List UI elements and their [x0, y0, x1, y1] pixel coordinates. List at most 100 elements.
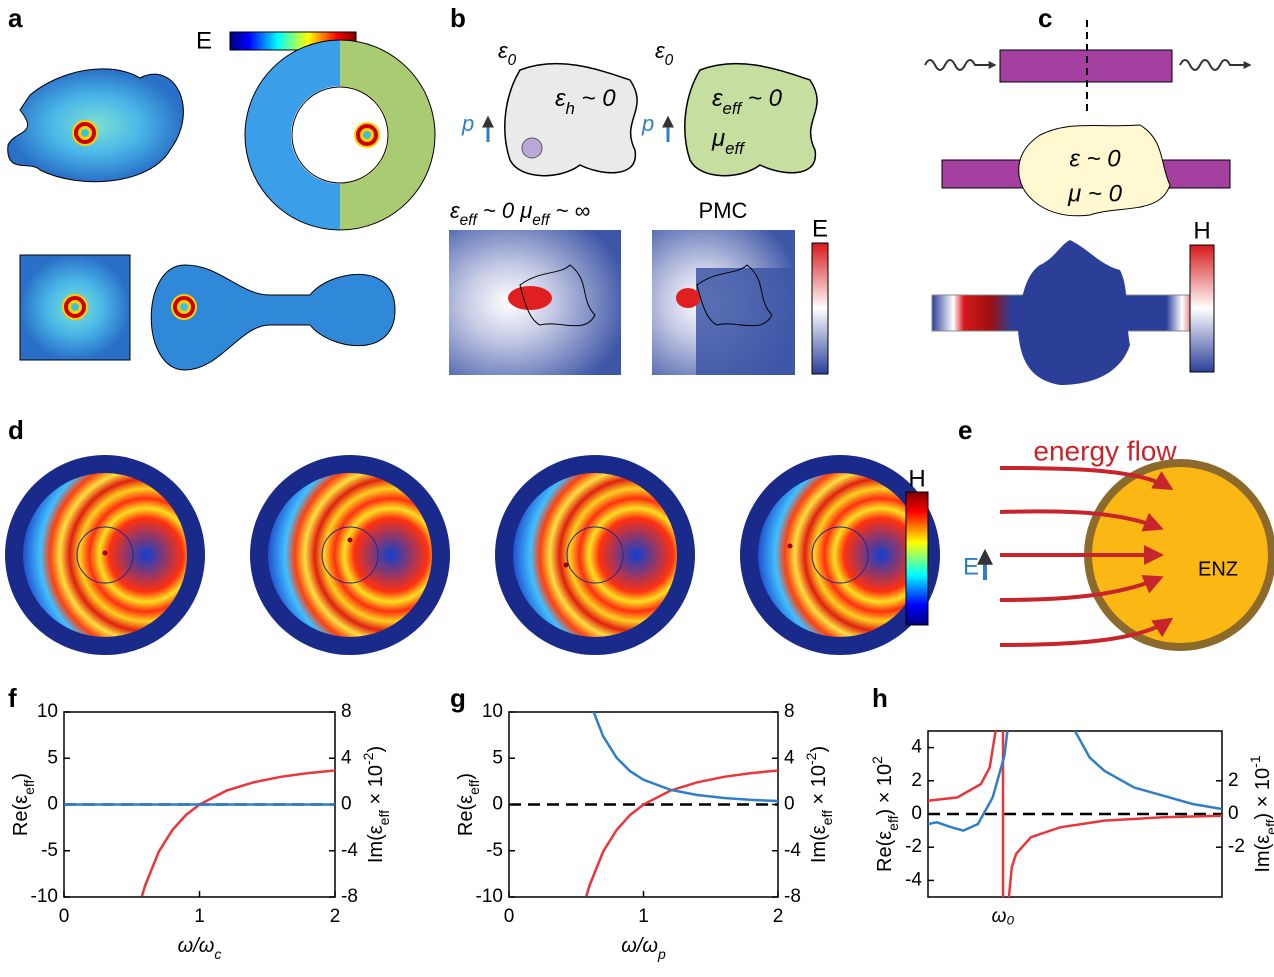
- panel-label: g: [450, 683, 466, 713]
- text-part: ε: [655, 38, 665, 63]
- y2-tick-label: -4: [784, 840, 801, 861]
- text-part: ~ 0: [741, 85, 782, 112]
- text: PMC: [699, 198, 748, 223]
- text-part: eff: [21, 779, 37, 794]
- text-part: eff: [819, 810, 835, 825]
- inclusion: [522, 138, 542, 158]
- text: ε0: [498, 38, 517, 69]
- y-axis-label: Re(εeff) × 102: [869, 756, 901, 872]
- panel-label: h: [872, 683, 888, 713]
- x-tick-label: 2: [330, 906, 341, 927]
- data-line: [142, 771, 335, 897]
- y2-axis-label: Im(εeff × 10-2): [803, 746, 835, 863]
- colorbar: [812, 243, 828, 374]
- chart: f-10-50510-8-4048012ω/ωcRe(εeff)Im(εeff …: [8, 683, 392, 962]
- x-tick-label: 1: [638, 906, 649, 927]
- text-part: ε: [450, 198, 460, 223]
- data-line: [586, 771, 778, 897]
- effective-shape: [685, 64, 817, 176]
- text-part: c: [214, 946, 221, 962]
- y-tick-label: -10: [476, 886, 503, 907]
- y-tick-label: -4: [905, 869, 922, 890]
- text-part: Re(ε: [874, 831, 896, 872]
- x-axis-label: ω/ωp: [621, 935, 666, 961]
- y2-tick-label: -8: [341, 886, 358, 907]
- text: p: [461, 111, 474, 136]
- field-region: [696, 268, 795, 375]
- figure: a E b ε0 εh ~ 0 p ε0 εeff ~ 0 μeff p εef…: [0, 0, 1274, 972]
- text-part: × 10: [365, 765, 387, 810]
- y2-tick-label: -8: [784, 886, 801, 907]
- y2-tick-label: 0: [784, 794, 795, 815]
- colorbar-label: H: [908, 465, 925, 492]
- field-map: [250, 455, 450, 655]
- text-part: ω/ω: [621, 935, 658, 957]
- host-shape: [505, 64, 637, 176]
- text-part: Im(ε: [365, 825, 387, 863]
- text-part: ε: [712, 85, 723, 112]
- chart: h-4-2024-202ω₀Re(εeff) × 102Im(εeff) × 1…: [869, 683, 1274, 927]
- text: energy flow: [1033, 435, 1177, 466]
- text-part: Im(ε: [808, 825, 830, 863]
- text-part: eff: [460, 212, 479, 229]
- field-map: [5, 455, 205, 655]
- text: μ ~ 0: [1067, 180, 1123, 207]
- field-region: [1018, 240, 1130, 385]
- x-tick-label: 2: [773, 906, 784, 927]
- field-hotspot: [676, 288, 700, 308]
- y-tick-label: 5: [492, 747, 503, 768]
- y-tick-label: -10: [31, 886, 58, 907]
- panel-label: c: [1038, 3, 1052, 33]
- source-ring: [72, 120, 98, 146]
- text-part: eff: [466, 779, 482, 794]
- text-part: eff: [532, 212, 551, 229]
- y2-tick-label: -2: [1228, 836, 1245, 857]
- y-tick-label: -5: [41, 840, 58, 861]
- x-tick-label: 0: [59, 906, 70, 927]
- y-axis-label: Re(εeff): [455, 773, 481, 836]
- y2-tick-label: 2: [1228, 770, 1239, 791]
- text-part: h: [566, 99, 575, 118]
- field-map: [495, 455, 695, 655]
- text-part: ω/ω: [178, 935, 215, 957]
- text-part: 0: [508, 52, 517, 69]
- data-line: [594, 712, 778, 801]
- text-part: eff: [885, 815, 901, 830]
- text-part: ) × 10: [1252, 768, 1274, 820]
- text-part: ~ 0 μ: [477, 198, 532, 223]
- y2-tick-label: 0: [341, 794, 352, 815]
- text-part: × 10: [808, 765, 830, 810]
- colorbar-label: H: [1193, 217, 1210, 244]
- colorbar-label: E: [196, 27, 212, 54]
- wave-out: [1180, 60, 1250, 70]
- y2-tick-label: 8: [341, 701, 352, 722]
- panel-label: f: [8, 683, 17, 713]
- y2-axis-label: Im(εeff × 10-2): [360, 746, 392, 863]
- text: p: [641, 111, 654, 136]
- text: E: [963, 553, 979, 580]
- text: ε0: [655, 38, 674, 69]
- text-part: ) × 10: [874, 764, 896, 816]
- text: ε ~ 0: [1069, 145, 1121, 172]
- y2-tick-label: 4: [784, 747, 795, 768]
- text-part: ε: [498, 38, 508, 63]
- x-axis-label: ω/ωc: [178, 935, 222, 961]
- text-part: 2: [869, 756, 885, 764]
- y-tick-label: -5: [486, 840, 503, 861]
- source-ring: [171, 294, 197, 320]
- source-ring: [354, 122, 380, 148]
- y-tick-label: 0: [492, 794, 503, 815]
- panel-label: b: [450, 3, 466, 33]
- text-part: eff: [1263, 819, 1274, 834]
- text-part: -2: [360, 752, 376, 765]
- y-tick-label: 2: [911, 770, 922, 791]
- text-part: ): [455, 773, 477, 780]
- text-part: Re(ε: [10, 795, 32, 836]
- text: εeff ~ 0 μeff ~ ∞: [450, 198, 590, 229]
- text-part: ): [365, 746, 387, 753]
- field-hotspot: [508, 286, 552, 310]
- colorbar: [1190, 245, 1214, 372]
- text: ENZ: [1198, 558, 1238, 580]
- text-part: ε: [555, 85, 566, 112]
